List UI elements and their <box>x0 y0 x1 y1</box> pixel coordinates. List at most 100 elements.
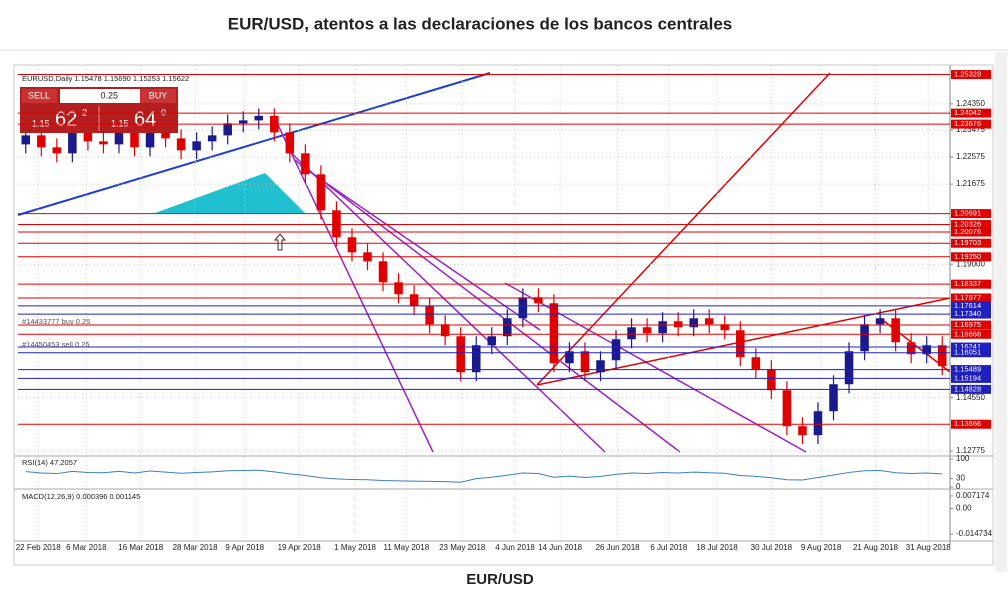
rsi-label: RSI(14) 47.2057 <box>22 458 77 467</box>
trade-panel: SELL 0.25 BUY 1.15 62 2 1.15 64 0 <box>20 87 178 133</box>
level-label: 1.19703 <box>954 238 981 247</box>
candle-body <box>440 324 450 337</box>
level-label: 1.17340 <box>954 309 981 318</box>
x-tick-label: 23 May 2018 <box>439 543 486 552</box>
level-label-box <box>951 384 991 394</box>
candle-body <box>906 342 916 355</box>
candle-body <box>891 318 900 343</box>
ask-small: 0 <box>161 107 166 117</box>
level-label: 1.17614 <box>954 301 981 310</box>
buy-button[interactable] <box>140 89 176 103</box>
x-tick-label: 22 Feb 2018 <box>16 543 61 552</box>
candle-body <box>565 351 574 364</box>
chart-caption: EUR/USD <box>466 571 534 588</box>
macd-tick-label: 0.007174 <box>956 491 990 500</box>
x-tick-label: 6 Mar 2018 <box>66 543 107 552</box>
candle-body <box>937 345 947 367</box>
candle-body <box>114 129 124 145</box>
level-label: 1.23676 <box>954 119 981 128</box>
level-label-box <box>951 301 991 311</box>
y-tick-label: 1.23475 <box>956 125 985 134</box>
level-label-box <box>951 373 991 383</box>
ask-big: 64 <box>134 108 156 130</box>
candle-body <box>673 321 683 328</box>
buy-label[interactable]: BUY <box>149 90 168 100</box>
level-label: 1.18337 <box>954 279 981 288</box>
level-label-box <box>951 238 991 248</box>
sell-button[interactable] <box>22 89 57 103</box>
x-tick-label: 14 Jun 2018 <box>538 543 583 552</box>
level-label: 1.14828 <box>954 384 981 393</box>
candle-body <box>394 282 403 295</box>
candle-body <box>425 306 434 325</box>
x-tick-label: 11 May 2018 <box>383 543 429 552</box>
level-label: 1.16241 <box>954 342 981 351</box>
triangle-drawing <box>155 173 305 213</box>
candle-body <box>332 210 341 238</box>
level-label-box <box>951 309 991 319</box>
x-tick-label: 16 Mar 2018 <box>118 543 163 552</box>
scrollbar[interactable] <box>995 52 1007 572</box>
level-label-box <box>951 252 991 262</box>
x-tick-label: 21 Aug 2018 <box>853 543 898 552</box>
candle-body <box>223 123 232 136</box>
bid-small: 2 <box>82 107 87 117</box>
level-label-box <box>951 209 991 219</box>
candle-body <box>844 351 854 385</box>
candle-body <box>192 141 201 151</box>
candle-body <box>627 327 636 340</box>
rsi-tick-label: 30 <box>956 474 965 483</box>
x-tick-label: 1 May 2018 <box>334 543 376 552</box>
candle-body <box>549 303 559 364</box>
level-label: 1.13666 <box>954 419 981 428</box>
candle-body <box>254 115 264 121</box>
sell-label[interactable]: SELL <box>28 90 50 100</box>
macd-label: MACD(12,26,9) 0.000396 0.001145 <box>22 492 140 501</box>
bid-prefix: 1.15 <box>32 118 50 128</box>
candle-body <box>751 357 761 370</box>
level-label-box <box>951 365 991 375</box>
candle-body <box>378 261 388 283</box>
x-tick-label: 4 Jun 2018 <box>495 543 535 552</box>
level-label-box <box>951 329 991 339</box>
rsi-tick-label: 0 <box>956 482 961 491</box>
candle-body <box>736 330 745 358</box>
level-label: 1.17877 <box>954 293 981 302</box>
lot-value[interactable]: 0.25 <box>100 90 118 100</box>
order-annotation: #14433777 buy 0.25 <box>22 317 90 326</box>
ask-prefix: 1.15 <box>111 118 129 128</box>
candle-body <box>176 138 186 151</box>
y-tick-label: 1.21675 <box>956 179 985 188</box>
y-tick-label: 1.12775 <box>956 446 985 455</box>
level-label-box <box>951 220 991 230</box>
candle-body <box>798 426 807 436</box>
candle-body <box>782 390 792 427</box>
lot-input[interactable] <box>60 89 140 103</box>
macd-tick-label: -0.014734 <box>956 529 993 538</box>
level-label: 1.25328 <box>954 70 981 79</box>
candle-body <box>347 237 357 253</box>
trend-line <box>277 124 434 453</box>
candle-body <box>52 147 62 154</box>
x-tick-label: 9 Apr 2018 <box>225 543 264 552</box>
candle-body <box>767 369 776 391</box>
candle-body <box>471 345 481 373</box>
level-label: 1.20691 <box>954 209 981 218</box>
candle-body <box>922 345 931 355</box>
level-label: 1.16051 <box>954 348 981 357</box>
candle-body <box>503 318 512 337</box>
candle-body <box>37 135 46 148</box>
level-label-box <box>951 108 991 118</box>
candle-body <box>720 324 730 331</box>
candle-body <box>689 318 698 328</box>
candle-body <box>611 339 621 361</box>
level-label-box <box>951 320 991 330</box>
level-label-box <box>951 293 991 303</box>
x-tick-label: 30 Jul 2018 <box>751 543 793 552</box>
trend-line <box>287 149 606 453</box>
candle-body <box>487 336 497 346</box>
candle-body <box>813 411 823 436</box>
x-tick-label: 18 Jul 2018 <box>696 543 738 552</box>
x-tick-label: 26 Jun 2018 <box>596 543 641 552</box>
